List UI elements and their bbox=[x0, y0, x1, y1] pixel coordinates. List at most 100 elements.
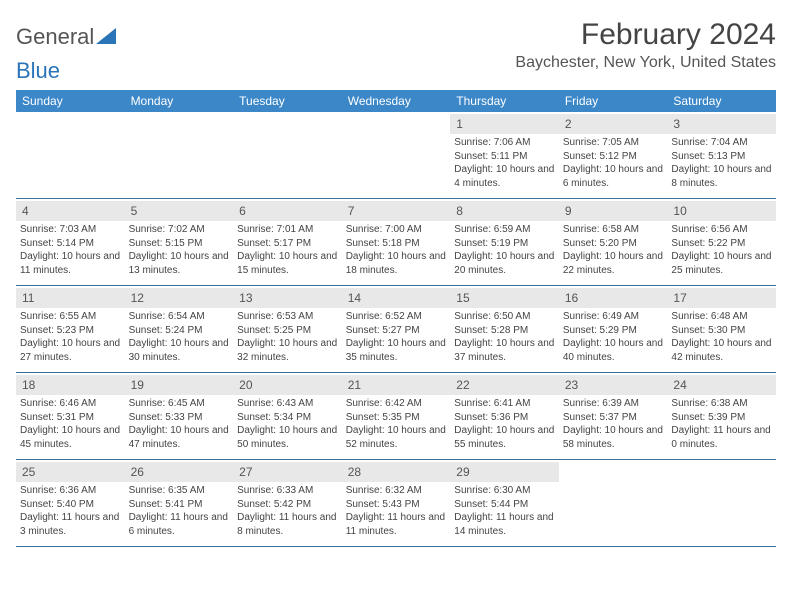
sunset-line: Sunset: 5:36 PM bbox=[454, 411, 555, 425]
daylight-line: Daylight: 10 hours and 30 minutes. bbox=[129, 337, 230, 364]
sunset-line: Sunset: 5:43 PM bbox=[346, 498, 447, 512]
daylight-line: Daylight: 10 hours and 52 minutes. bbox=[346, 424, 447, 451]
day-cell: 21 Sunrise: 6:42 AMSunset: 5:35 PMDayligh… bbox=[342, 373, 451, 459]
day-number: 23 bbox=[559, 375, 668, 395]
sunrise-line: Sunrise: 6:52 AM bbox=[346, 310, 447, 324]
daylight-line: Daylight: 10 hours and 6 minutes. bbox=[563, 163, 664, 190]
day-cell: 28Sunrise: 6:32 AMSunset: 5:43 PMDayligh… bbox=[342, 460, 451, 546]
sunset-line: Sunset: 5:12 PM bbox=[563, 150, 664, 164]
sunrise-line: Sunrise: 7:02 AM bbox=[129, 223, 230, 237]
weekday-label: Sunday bbox=[16, 90, 125, 112]
sunrise-line: Sunrise: 6:32 AM bbox=[346, 484, 447, 498]
day-number: 22 bbox=[450, 375, 559, 395]
day-number: 21 bbox=[342, 375, 451, 395]
daylight-line: Daylight: 10 hours and 4 minutes. bbox=[454, 163, 555, 190]
sunset-line: Sunset: 5:35 PM bbox=[346, 411, 447, 425]
daylight-line: Daylight: 10 hours and 22 minutes. bbox=[563, 250, 664, 277]
day-number: 16 bbox=[559, 288, 668, 308]
sunrise-line: Sunrise: 6:35 AM bbox=[129, 484, 230, 498]
weekday-label: Friday bbox=[559, 90, 668, 112]
sunrise-line: Sunrise: 6:46 AM bbox=[20, 397, 121, 411]
calendar: SundayMondayTuesdayWednesdayThursdayFrid… bbox=[16, 90, 776, 547]
week-row: 25Sunrise: 6:36 AMSunset: 5:40 PMDayligh… bbox=[16, 460, 776, 547]
day-cell-empty bbox=[667, 460, 776, 546]
day-number: 4 bbox=[16, 201, 125, 221]
day-cell: 6Sunrise: 7:01 AMSunset: 5:17 PMDaylight… bbox=[233, 199, 342, 285]
sunrise-line: Sunrise: 6:39 AM bbox=[563, 397, 664, 411]
daylight-line: Daylight: 10 hours and 37 minutes. bbox=[454, 337, 555, 364]
sunrise-line: Sunrise: 6:33 AM bbox=[237, 484, 338, 498]
day-number: 19 bbox=[125, 375, 234, 395]
sunset-line: Sunset: 5:17 PM bbox=[237, 237, 338, 251]
sunrise-line: Sunrise: 7:04 AM bbox=[671, 136, 772, 150]
sunset-line: Sunset: 5:44 PM bbox=[454, 498, 555, 512]
day-number: 15 bbox=[450, 288, 559, 308]
day-cell: 14Sunrise: 6:52 AMSunset: 5:27 PMDayligh… bbox=[342, 286, 451, 372]
daylight-line: Daylight: 10 hours and 27 minutes. bbox=[20, 337, 121, 364]
day-number: 25 bbox=[16, 462, 125, 482]
day-number: 2 bbox=[559, 114, 668, 134]
day-cell: 5 Sunrise: 7:02 AMSunset: 5:15 PMDaylight… bbox=[125, 199, 234, 285]
sunset-line: Sunset: 5:15 PM bbox=[129, 237, 230, 251]
daylight-line: Daylight: 10 hours and 40 minutes. bbox=[563, 337, 664, 364]
day-number: 5 bbox=[125, 201, 234, 221]
daylight-line: Daylight: 11 hours and 8 minutes. bbox=[237, 511, 338, 538]
sunset-line: Sunset: 5:29 PM bbox=[563, 324, 664, 338]
sunset-line: Sunset: 5:20 PM bbox=[563, 237, 664, 251]
weekday-label: Thursday bbox=[450, 90, 559, 112]
sunset-line: Sunset: 5:30 PM bbox=[671, 324, 772, 338]
daylight-line: Daylight: 11 hours and 6 minutes. bbox=[129, 511, 230, 538]
day-number: 24 bbox=[667, 375, 776, 395]
sunrise-line: Sunrise: 6:41 AM bbox=[454, 397, 555, 411]
sunrise-line: Sunrise: 6:38 AM bbox=[671, 397, 772, 411]
daylight-line: Daylight: 10 hours and 11 minutes. bbox=[20, 250, 121, 277]
day-number: 17 bbox=[667, 288, 776, 308]
sunset-line: Sunset: 5:13 PM bbox=[671, 150, 772, 164]
daylight-line: Daylight: 10 hours and 13 minutes. bbox=[129, 250, 230, 277]
weekday-label: Saturday bbox=[667, 90, 776, 112]
day-cell-empty bbox=[16, 112, 125, 198]
daylight-line: Daylight: 10 hours and 35 minutes. bbox=[346, 337, 447, 364]
day-number: 29 bbox=[450, 462, 559, 482]
day-cell: 25Sunrise: 6:36 AMSunset: 5:40 PMDayligh… bbox=[16, 460, 125, 546]
sunrise-line: Sunrise: 7:05 AM bbox=[563, 136, 664, 150]
daylight-line: Daylight: 10 hours and 50 minutes. bbox=[237, 424, 338, 451]
day-cell: 13Sunrise: 6:53 AMSunset: 5:25 PMDayligh… bbox=[233, 286, 342, 372]
sunset-line: Sunset: 5:23 PM bbox=[20, 324, 121, 338]
sunrise-line: Sunrise: 7:00 AM bbox=[346, 223, 447, 237]
weekday-header-row: SundayMondayTuesdayWednesdayThursdayFrid… bbox=[16, 90, 776, 112]
sunset-line: Sunset: 5:11 PM bbox=[454, 150, 555, 164]
day-cell: 17Sunrise: 6:48 AMSunset: 5:30 PMDayligh… bbox=[667, 286, 776, 372]
daylight-line: Daylight: 10 hours and 42 minutes. bbox=[671, 337, 772, 364]
sunset-line: Sunset: 5:39 PM bbox=[671, 411, 772, 425]
month-title: February 2024 bbox=[515, 18, 776, 52]
daylight-line: Daylight: 11 hours and 14 minutes. bbox=[454, 511, 555, 538]
daylight-line: Daylight: 10 hours and 18 minutes. bbox=[346, 250, 447, 277]
sunrise-line: Sunrise: 7:03 AM bbox=[20, 223, 121, 237]
day-cell: 12Sunrise: 6:54 AMSunset: 5:24 PMDayligh… bbox=[125, 286, 234, 372]
day-number: 10 bbox=[667, 201, 776, 221]
day-cell: 22 Sunrise: 6:41 AMSunset: 5:36 PMDayligh… bbox=[450, 373, 559, 459]
daylight-line: Daylight: 10 hours and 55 minutes. bbox=[454, 424, 555, 451]
sunrise-line: Sunrise: 6:45 AM bbox=[129, 397, 230, 411]
day-cell: 18Sunrise: 6:46 AMSunset: 5:31 PMDayligh… bbox=[16, 373, 125, 459]
day-cell-empty bbox=[342, 112, 451, 198]
day-number: 27 bbox=[233, 462, 342, 482]
day-cell: 29 Sunrise: 6:30 AMSunset: 5:44 PMDayligh… bbox=[450, 460, 559, 546]
daylight-line: Daylight: 11 hours and 3 minutes. bbox=[20, 511, 121, 538]
day-cell: 20Sunrise: 6:43 AMSunset: 5:34 PMDayligh… bbox=[233, 373, 342, 459]
daylight-line: Daylight: 10 hours and 20 minutes. bbox=[454, 250, 555, 277]
day-number: 9 bbox=[559, 201, 668, 221]
day-cell: 27Sunrise: 6:33 AMSunset: 5:42 PMDayligh… bbox=[233, 460, 342, 546]
week-row: 1Sunrise: 7:06 AMSunset: 5:11 PMDaylight… bbox=[16, 112, 776, 199]
sunrise-line: Sunrise: 6:30 AM bbox=[454, 484, 555, 498]
day-cell: 3Sunrise: 7:04 AMSunset: 5:13 PMDaylight… bbox=[667, 112, 776, 198]
sunrise-line: Sunrise: 6:56 AM bbox=[671, 223, 772, 237]
day-cell: 16Sunrise: 6:49 AMSunset: 5:29 PMDayligh… bbox=[559, 286, 668, 372]
sunrise-line: Sunrise: 7:06 AM bbox=[454, 136, 555, 150]
day-cell: 1Sunrise: 7:06 AMSunset: 5:11 PMDaylight… bbox=[450, 112, 559, 198]
sunrise-line: Sunrise: 6:42 AM bbox=[346, 397, 447, 411]
logo-text-blue: Blue bbox=[16, 58, 776, 84]
sunrise-line: Sunrise: 6:43 AM bbox=[237, 397, 338, 411]
sunset-line: Sunset: 5:37 PM bbox=[563, 411, 664, 425]
